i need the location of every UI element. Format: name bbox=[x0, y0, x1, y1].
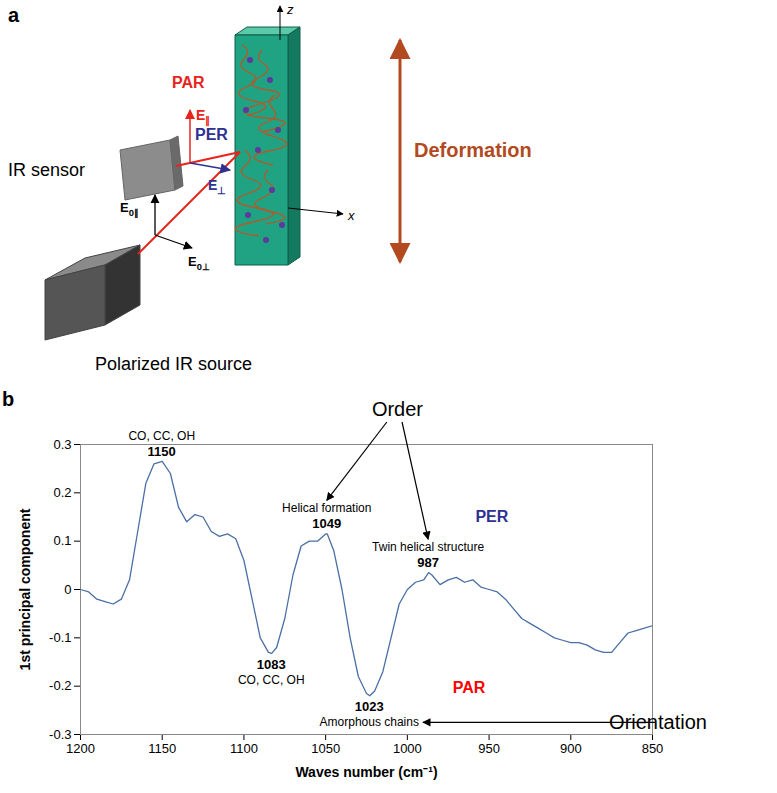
svg-text:IR sensor: IR sensor bbox=[8, 160, 85, 180]
svg-text:b: b bbox=[2, 388, 14, 410]
svg-text:0.3: 0.3 bbox=[53, 437, 71, 452]
svg-text:-0.2: -0.2 bbox=[49, 678, 71, 693]
svg-text:Helical formation: Helical formation bbox=[282, 501, 371, 515]
svg-text:Polarized IR source: Polarized IR source bbox=[95, 354, 252, 374]
svg-text:1000: 1000 bbox=[393, 741, 422, 756]
svg-text:PER: PER bbox=[195, 126, 228, 143]
svg-text:CO, CC, OH: CO, CC, OH bbox=[128, 429, 195, 443]
svg-text:-0.1: -0.1 bbox=[49, 630, 71, 645]
svg-text:1150: 1150 bbox=[148, 444, 176, 459]
svg-text:987: 987 bbox=[417, 555, 439, 570]
svg-text:1049: 1049 bbox=[312, 516, 341, 531]
svg-text:Amorphous chains: Amorphous chains bbox=[320, 715, 419, 729]
svg-text:E0⊥: E0⊥ bbox=[188, 254, 210, 272]
svg-text:-0.3: -0.3 bbox=[49, 727, 71, 742]
svg-text:Orientation: Orientation bbox=[609, 711, 707, 734]
svg-text:PAR: PAR bbox=[172, 74, 205, 91]
svg-text:0: 0 bbox=[64, 582, 71, 597]
svg-text:Order: Order bbox=[372, 398, 423, 420]
svg-text:850: 850 bbox=[642, 741, 664, 756]
svg-text:E0∥: E0∥ bbox=[120, 200, 139, 219]
svg-text:900: 900 bbox=[560, 741, 582, 756]
svg-text:PER: PER bbox=[475, 508, 508, 525]
svg-text:Twin helical structure: Twin helical structure bbox=[372, 540, 484, 554]
svg-text:1023: 1023 bbox=[355, 699, 384, 714]
svg-text:PAR: PAR bbox=[453, 679, 486, 696]
svg-text:Deformation: Deformation bbox=[414, 139, 532, 161]
svg-text:Waves number (cm⁻¹): Waves number (cm⁻¹) bbox=[295, 764, 437, 780]
svg-text:0.1: 0.1 bbox=[53, 533, 71, 548]
svg-text:1083: 1083 bbox=[257, 657, 286, 672]
svg-text:1st principal component: 1st principal component bbox=[17, 508, 33, 670]
svg-text:950: 950 bbox=[478, 741, 500, 756]
svg-text:x: x bbox=[347, 208, 355, 223]
svg-text:E∥: E∥ bbox=[196, 107, 210, 127]
svg-text:E⊥: E⊥ bbox=[208, 177, 226, 196]
svg-text:CO, CC, OH: CO, CC, OH bbox=[238, 673, 305, 687]
svg-text:0.2: 0.2 bbox=[53, 485, 71, 500]
svg-text:1100: 1100 bbox=[230, 741, 258, 756]
svg-text:1050: 1050 bbox=[311, 741, 340, 756]
svg-text:1200: 1200 bbox=[66, 741, 95, 756]
svg-text:z: z bbox=[286, 2, 294, 17]
svg-text:1150: 1150 bbox=[148, 741, 176, 756]
svg-text:a: a bbox=[8, 4, 20, 26]
